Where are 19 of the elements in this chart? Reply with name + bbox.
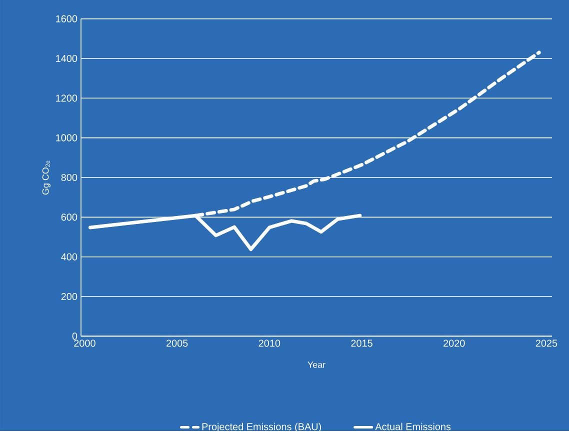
x-tick-label: 2015 [351,340,372,347]
y-tick-label: 400 [61,254,78,261]
x-tick-label: 2025 [536,340,558,347]
x-tick-label: 2005 [166,340,188,347]
y-tick-label: 1400 [56,55,78,62]
legend-label: Actual Emissions [375,423,451,430]
y-tick-label: 0 [72,332,78,340]
y-tick-label: 1200 [56,94,78,102]
x-tick-label: 2000 [74,340,96,347]
y-axis-title: Gg CO$_{2e}$ [42,160,50,195]
x-tick-label: 2010 [258,340,280,347]
x-tick-label: 2020 [444,340,465,347]
y-tick-label: 1000 [56,134,78,142]
y-tick-label: 1600 [56,15,78,23]
legend-label: Projected Emissions (BAU) [202,423,322,432]
y-tick-label: 800 [61,174,78,182]
x-axis-title: Year [308,362,326,368]
y-tick-label: 600 [61,214,78,221]
y-tick-label: 200 [61,293,78,300]
